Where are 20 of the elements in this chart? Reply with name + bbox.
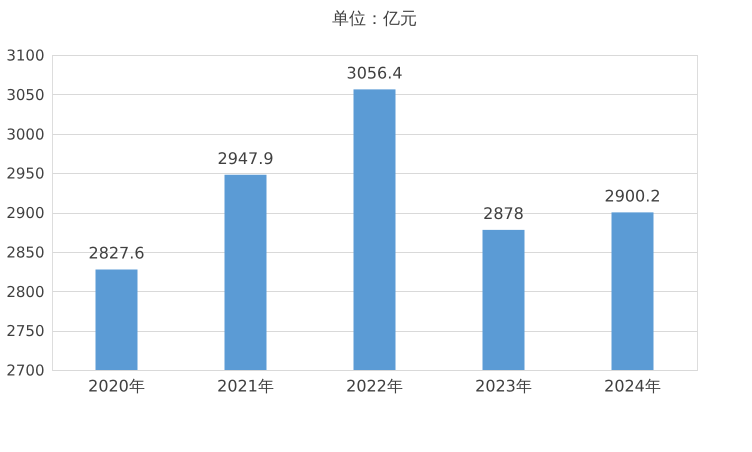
y-tick-label: 3050 [6, 86, 44, 104]
data-label: 2947.9 [218, 148, 274, 168]
y-tick-label: 3100 [6, 46, 44, 64]
x-tick-label: 2020年 [88, 376, 145, 396]
data-label: 2878 [483, 204, 524, 223]
chart-title: 单位：亿元 [332, 9, 417, 29]
data-label: 2827.6 [88, 244, 144, 263]
y-tick-label: 2750 [6, 322, 44, 340]
x-tick-label: 2022年 [346, 376, 403, 396]
y-tick-label: 2850 [6, 243, 44, 262]
x-tick-label: 2023年 [475, 376, 532, 396]
y-tick-label: 2950 [6, 164, 44, 183]
y-tick-label: 3000 [6, 125, 44, 144]
data-label: 3056.4 [346, 63, 402, 82]
data-label: 2900.2 [604, 186, 660, 206]
y-tick-label: 2700 [6, 362, 44, 380]
y-tick-label: 2800 [6, 282, 44, 301]
y-tick-label: 2900 [6, 204, 44, 222]
x-tick-label: 2024年 [604, 376, 661, 396]
x-tick-label: 2021年 [217, 376, 274, 396]
